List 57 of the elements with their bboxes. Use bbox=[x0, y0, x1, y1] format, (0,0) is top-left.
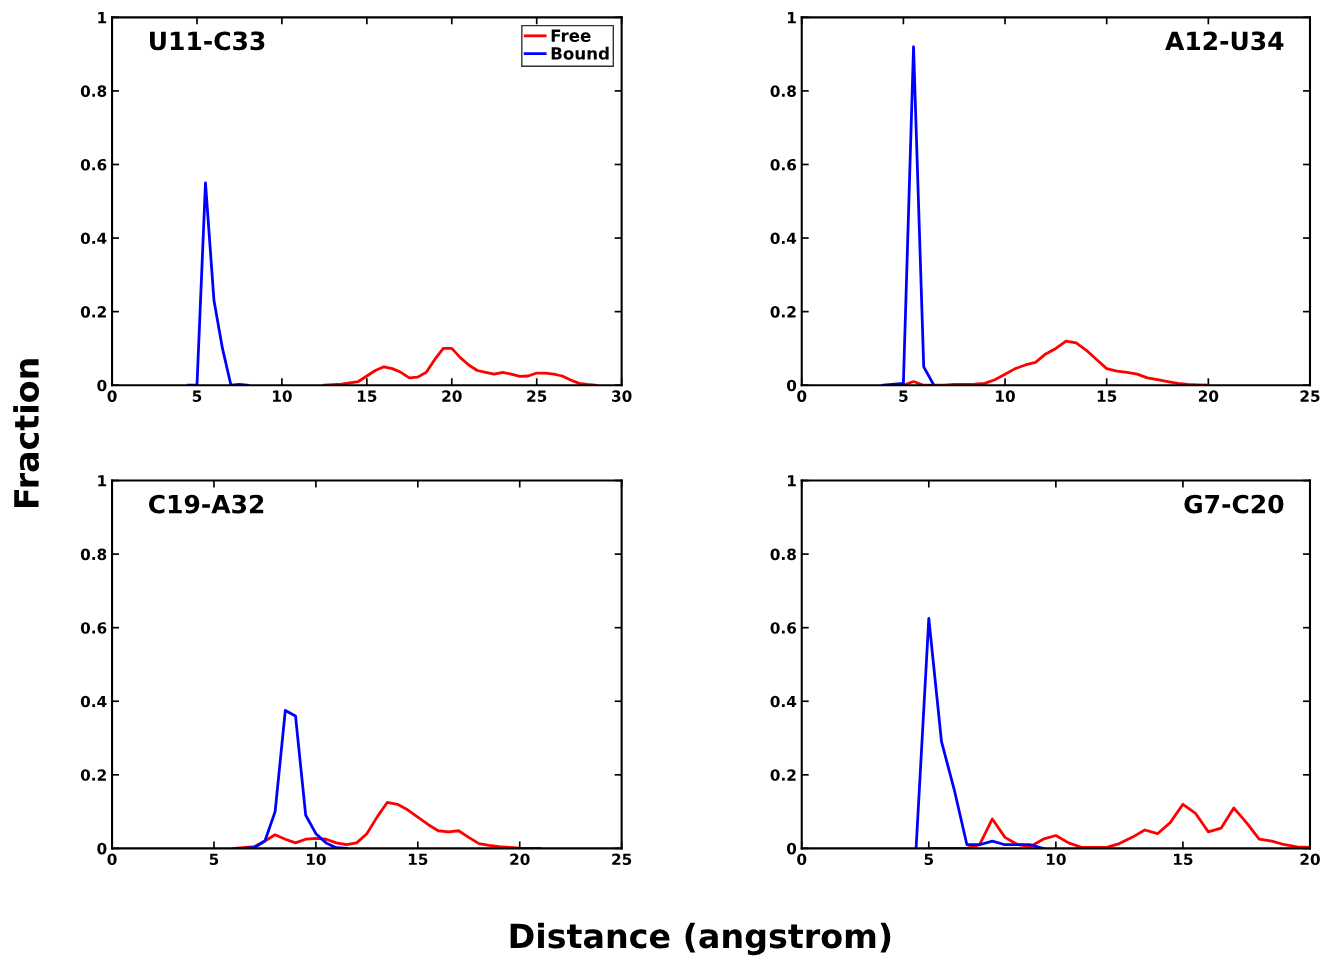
y-tick-label: 0.8 bbox=[770, 548, 796, 561]
y-tick-label: 0.2 bbox=[770, 306, 796, 318]
annotation: U11-C33 bbox=[150, 31, 265, 51]
x-tick-label: 5 bbox=[209, 853, 219, 866]
x-tick-label: 25 bbox=[527, 390, 547, 402]
y-tick-label: 0.8 bbox=[80, 548, 107, 561]
y-tick-label: 1 bbox=[787, 12, 796, 24]
x-tick-label: 0 bbox=[107, 390, 117, 402]
x-tick-label: 0 bbox=[797, 390, 807, 402]
y-tick-label: 0.8 bbox=[770, 85, 796, 97]
y-tick-label: 0 bbox=[786, 842, 797, 855]
y-tick-label: 0.2 bbox=[80, 769, 106, 781]
y-tick-label: 0.6 bbox=[770, 158, 797, 171]
x-tick-label: 10 bbox=[996, 390, 1015, 402]
x-tick-label: 15 bbox=[1097, 390, 1117, 402]
x-tick-label: 0 bbox=[797, 853, 807, 866]
y-tick-label: 0.4 bbox=[770, 232, 797, 245]
y-tick-label: 0 bbox=[97, 842, 107, 855]
x-axis-title: Distance (angstrom) bbox=[510, 922, 891, 956]
y-tick-label: 0.2 bbox=[80, 306, 106, 318]
x-tick-label: 5 bbox=[899, 390, 908, 402]
y-tick-label: 1 bbox=[98, 475, 107, 487]
x-tick-label: 20 bbox=[1300, 853, 1320, 866]
y-tick-label: 0.4 bbox=[770, 695, 797, 708]
x-tick-label: 5 bbox=[192, 390, 202, 402]
line-series bbox=[914, 617, 1045, 849]
annotation: C19-A32 bbox=[148, 494, 264, 514]
x-tick-label: 25 bbox=[1300, 390, 1320, 402]
y-tick-label: 0.2 bbox=[770, 769, 796, 781]
x-tick-label: 10 bbox=[273, 390, 292, 402]
y-tick-label: 0.4 bbox=[80, 232, 107, 245]
annotation: G7-C20 bbox=[1184, 494, 1284, 514]
x-tick-label: 25 bbox=[612, 853, 632, 866]
y-tick-label: 1 bbox=[98, 12, 107, 24]
x-tick-label: 10 bbox=[306, 853, 326, 866]
x-tick-label: 10 bbox=[1046, 853, 1066, 866]
x-tick-label: 0 bbox=[107, 853, 117, 866]
annotation: A12-U34 bbox=[1165, 31, 1284, 51]
y-tick-label: 0.6 bbox=[770, 622, 797, 634]
y-tick-label: 0 bbox=[97, 379, 107, 392]
x-tick-label: 5 bbox=[924, 853, 934, 866]
y-tick-label: 1 bbox=[787, 475, 796, 487]
x-tick-label: 20 bbox=[1198, 390, 1219, 402]
y-tick-label: 0.4 bbox=[80, 695, 107, 708]
y-axis-title: Fraction bbox=[13, 359, 40, 507]
legend-label: Free bbox=[551, 29, 591, 42]
x-tick-label: 30 bbox=[612, 390, 632, 402]
x-tick-label: 15 bbox=[408, 853, 428, 866]
legend-label: Bound bbox=[551, 46, 609, 60]
y-tick-label: 0 bbox=[786, 379, 797, 392]
y-tick-label: 0.8 bbox=[80, 85, 107, 97]
x-tick-label: 15 bbox=[1174, 853, 1193, 866]
x-tick-label: 20 bbox=[442, 390, 462, 402]
y-tick-label: 0.6 bbox=[80, 158, 107, 171]
x-tick-label: 15 bbox=[357, 390, 377, 402]
y-tick-label: 0.6 bbox=[80, 622, 107, 634]
x-tick-label: 20 bbox=[510, 853, 530, 866]
